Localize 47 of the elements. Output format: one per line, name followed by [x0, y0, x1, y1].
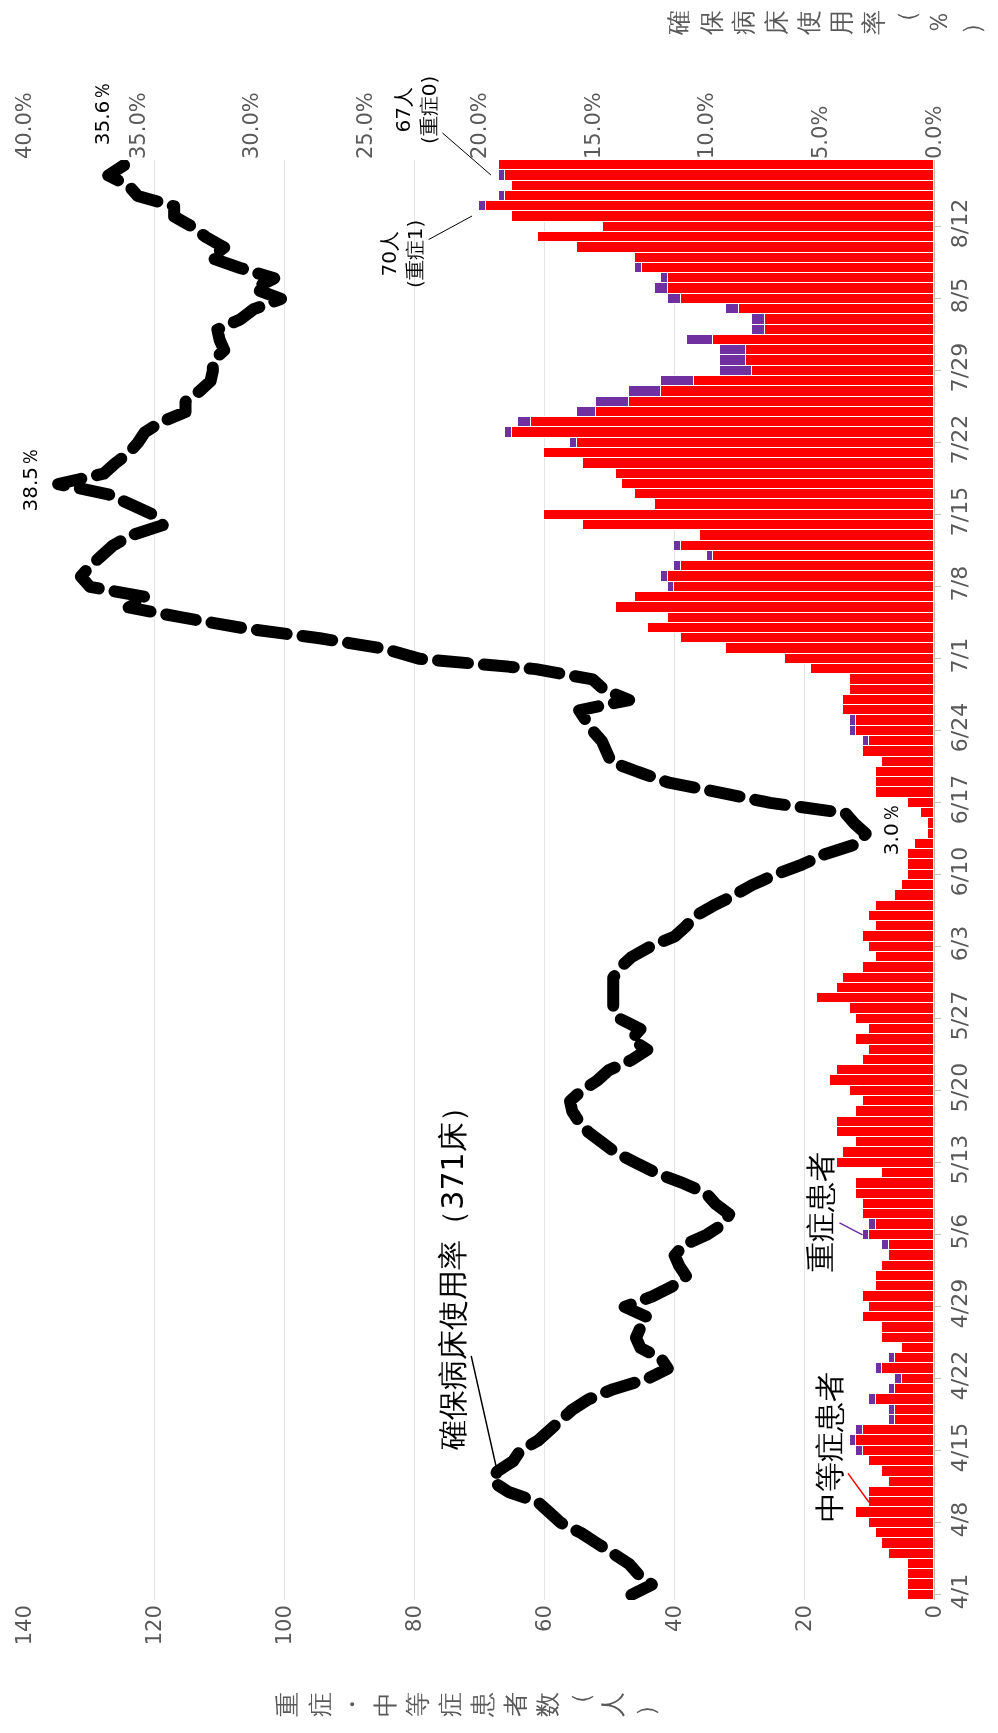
legend-label: 重症患者	[802, 1152, 838, 1273]
text: 中等症患者	[811, 1372, 847, 1523]
y-tick-label: 6/17	[947, 774, 973, 825]
y-tick-label: 8/5	[947, 277, 973, 314]
x-tick-label: 80	[401, 1605, 426, 1632]
y-tick-label: 4/22	[947, 1350, 973, 1401]
y-tick-label: 7/15	[947, 486, 973, 537]
x2-tick-label: 35.0%	[125, 92, 150, 159]
y-tick-label: 7/29	[947, 342, 973, 393]
x-tick-label: 120	[141, 1605, 166, 1646]
x-tick-label: 100	[271, 1605, 296, 1646]
y-tick-label: 7/1	[947, 637, 973, 674]
x2-tick-label: 20.0%	[466, 92, 491, 159]
y-tick-label: 7/22	[947, 414, 973, 465]
text: 67人 (重症0)	[390, 75, 441, 144]
y-tick-label: 4/15	[947, 1422, 973, 1473]
text: 確保病床使用率（％）	[664, 9, 986, 35]
x2-tick-label: 10.0%	[694, 92, 719, 159]
y-tick-label: 6/24	[947, 702, 973, 753]
annotation: 3.0％	[879, 803, 904, 856]
y-tick-label: 4/8	[947, 1501, 973, 1538]
x2-tick-label: 40.0%	[11, 92, 36, 159]
text: 35.6％	[90, 80, 115, 146]
x2-tick-label: 30.0%	[239, 92, 264, 159]
x-tick-label: 140	[11, 1605, 36, 1646]
y-tick-label: 8/12	[947, 198, 973, 249]
x-tick-label: 20	[791, 1605, 816, 1632]
x-tick-label: 60	[531, 1605, 556, 1632]
y-tick-label: 5/13	[947, 1134, 973, 1185]
annotation: 70人 (重症1)	[377, 219, 428, 289]
y-tick-label: 4/1	[947, 1573, 973, 1610]
y-tick-label: 5/6	[947, 1213, 973, 1250]
y-tick-label: 5/20	[947, 1062, 973, 1113]
y-tick-label: 4/29	[947, 1278, 973, 1329]
x2-tick-label: 5.0%	[808, 105, 833, 159]
x-tick-label: 40	[661, 1605, 686, 1632]
x2-tick-label: 15.0%	[580, 92, 605, 159]
annotation: 38.5％	[17, 447, 42, 512]
y-tick-label: 7/8	[947, 565, 973, 602]
y-tick-label: 6/10	[947, 846, 973, 897]
x2-tick-label: 0.0%	[921, 105, 946, 159]
text: 重症・中等症患者数（人）	[273, 1692, 660, 1718]
y-tick-label: 5/27	[947, 990, 973, 1041]
x-tick-label: 0	[921, 1605, 946, 1619]
text: 確保病床使用率（371床）	[434, 1092, 470, 1451]
x2-tick-label: 25.0%	[353, 92, 378, 159]
y-tick-label: 6/3	[947, 925, 973, 962]
